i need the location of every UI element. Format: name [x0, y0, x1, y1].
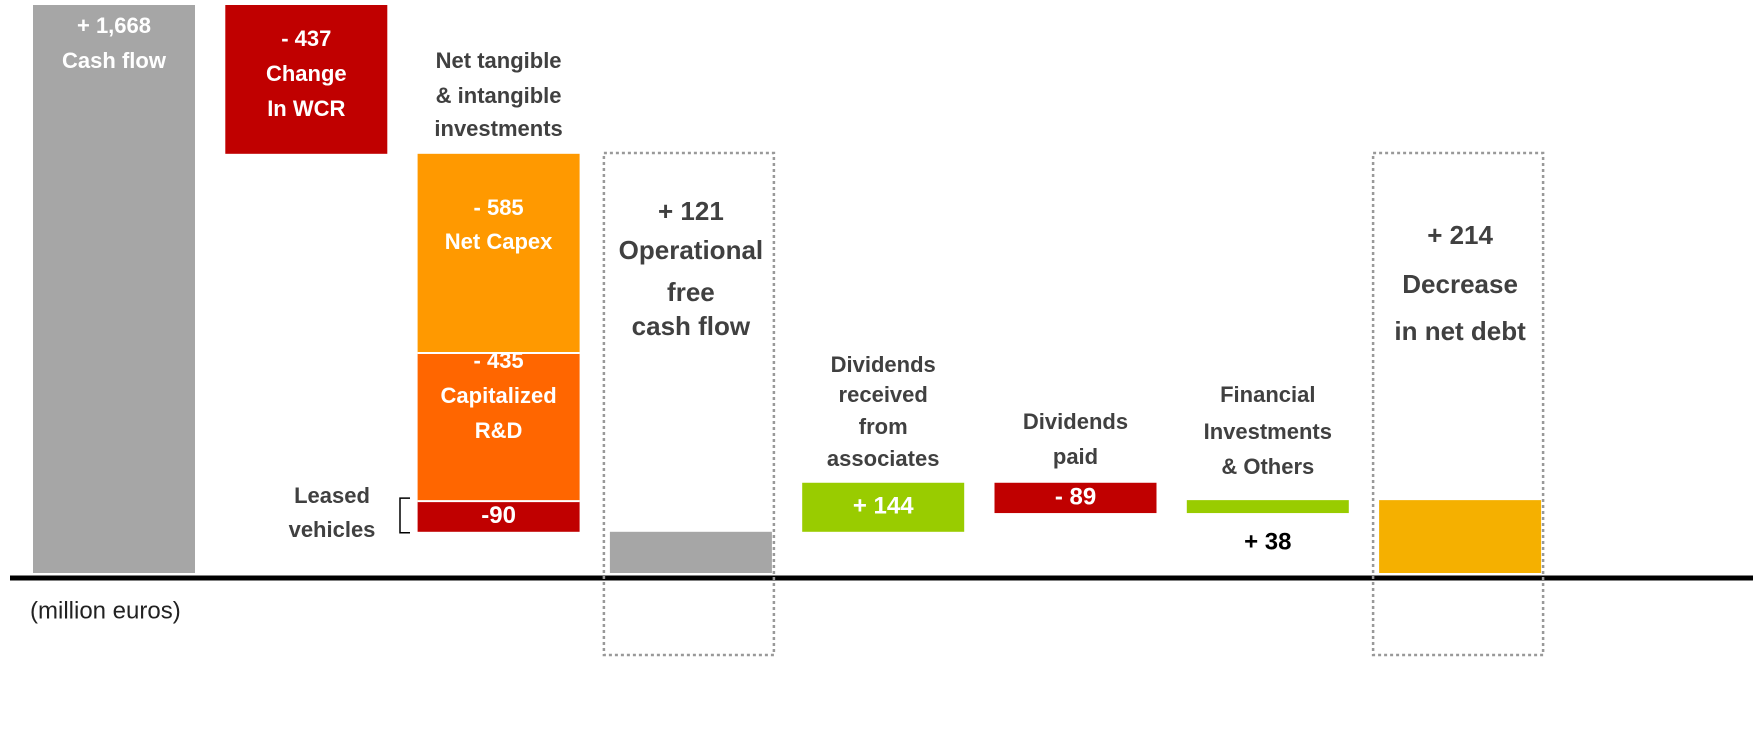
value-label: - 435 — [474, 348, 524, 373]
category-label: Dividends received from associates — [827, 352, 940, 471]
value-label: -90 — [481, 502, 516, 529]
category-label: Net Capex — [445, 229, 553, 254]
bar — [417, 353, 580, 502]
category-label: Leased vehicles — [289, 483, 376, 542]
category-label: Capitalized R&D — [441, 383, 557, 443]
bar — [225, 5, 388, 154]
category-label: Change In WCR — [266, 61, 347, 121]
category-label: Decrease in net debt — [1394, 269, 1526, 346]
category-label: Cash flow — [62, 48, 167, 73]
bar — [609, 531, 772, 573]
value-label: + 121 — [658, 196, 724, 226]
bar — [33, 5, 195, 573]
bar — [802, 482, 965, 532]
total-frame — [1371, 151, 1545, 657]
value-label: + 214 — [1427, 220, 1493, 250]
value-label: - 585 — [474, 195, 524, 220]
group-label: Net tangible & intangible investments — [434, 48, 562, 141]
bar — [994, 482, 1157, 514]
bracket — [399, 497, 410, 534]
category-label: Operational free cash flow — [619, 235, 763, 341]
value-label: - 89 — [1055, 483, 1096, 510]
value-label: + 144 — [853, 493, 914, 520]
bar — [1186, 500, 1349, 514]
bar — [417, 501, 580, 532]
value-label: - 437 — [281, 26, 331, 51]
category-label: Financial Investments & Others — [1204, 382, 1332, 479]
total-frame — [602, 151, 776, 657]
value-label: + 1,668 — [77, 13, 151, 38]
category-label: Dividends paid — [1023, 409, 1128, 469]
value-label: + 38 — [1244, 528, 1291, 555]
unit-note: (million euros) — [30, 597, 181, 624]
bar — [417, 153, 580, 354]
bar — [1379, 500, 1542, 573]
